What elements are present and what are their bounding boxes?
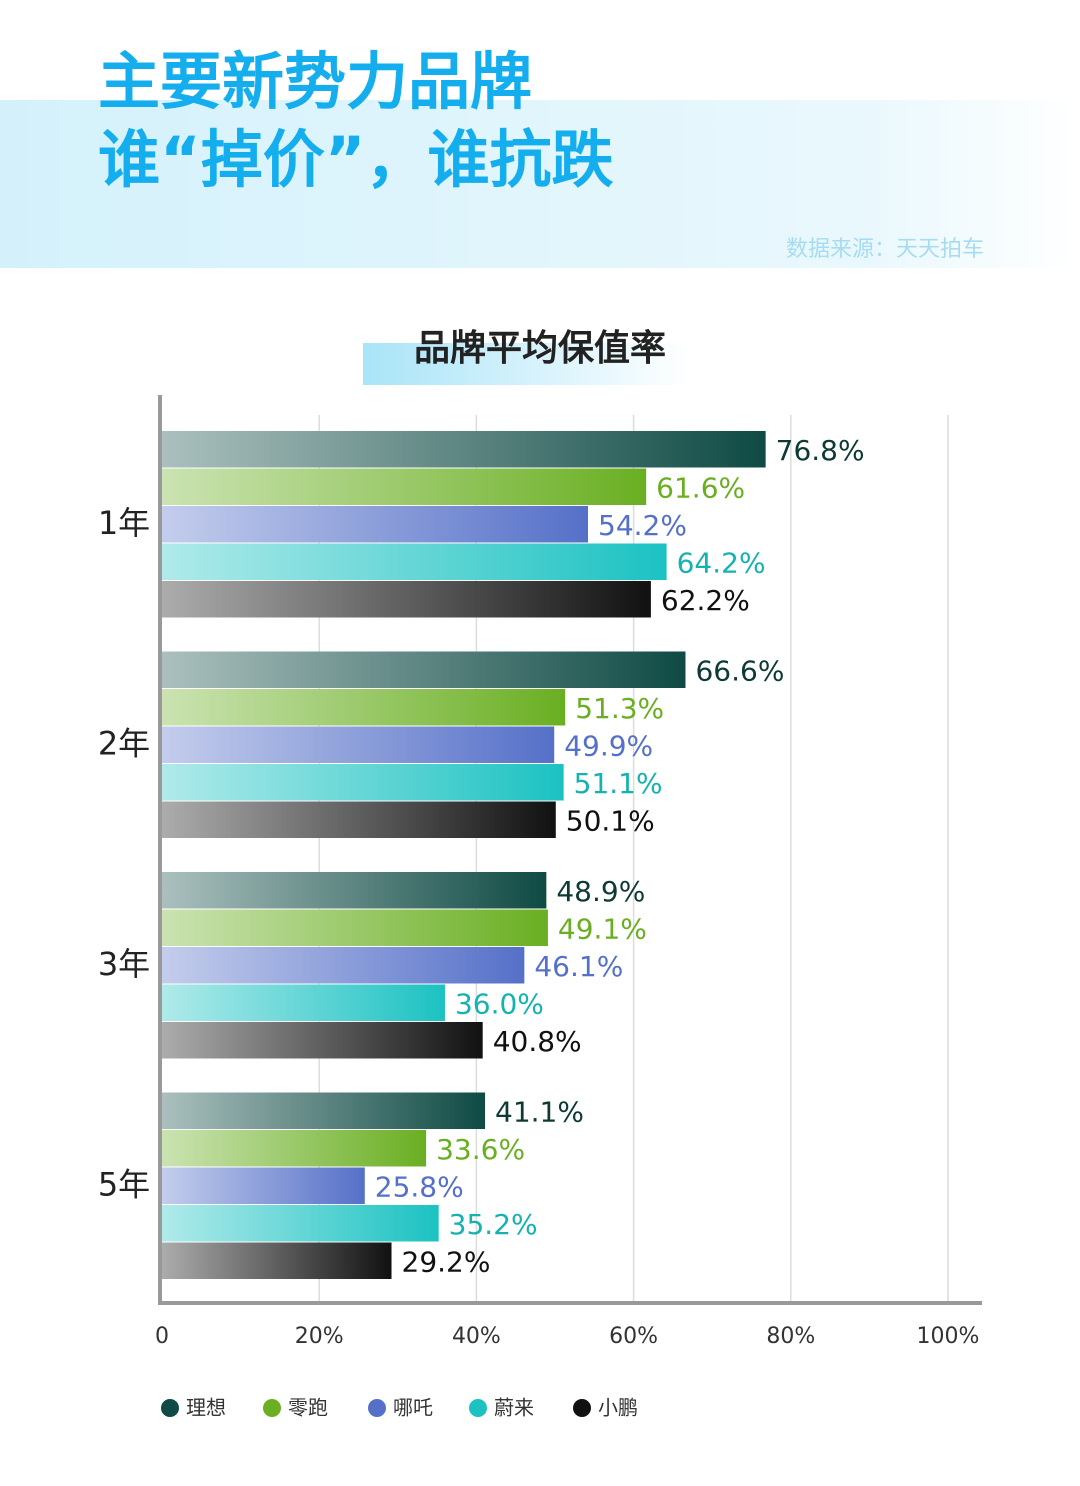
bar bbox=[162, 947, 525, 984]
x-tick-label: 100% bbox=[917, 1324, 980, 1349]
bar bbox=[162, 984, 445, 1021]
x-tick-label: 80% bbox=[766, 1324, 815, 1349]
y-tick-label: 3年 bbox=[98, 945, 150, 983]
legend-label: 哪吒 bbox=[393, 1396, 433, 1420]
title: 谁“掉价”，谁抗跌 bbox=[98, 123, 614, 196]
bar bbox=[162, 872, 547, 909]
value-label: 49.1% bbox=[558, 912, 647, 945]
legend-marker bbox=[161, 1399, 179, 1417]
value-label: 51.1% bbox=[574, 767, 663, 800]
value-label: 54.2% bbox=[598, 509, 687, 542]
y-tick-label: 1年 bbox=[98, 504, 150, 542]
bar bbox=[162, 1092, 486, 1129]
title-highlight bbox=[363, 343, 690, 385]
value-label: 29.2% bbox=[402, 1245, 491, 1278]
bar bbox=[162, 431, 766, 468]
value-label: 76.8% bbox=[776, 434, 865, 467]
value-label: 51.3% bbox=[575, 692, 664, 725]
value-label: 64.2% bbox=[677, 546, 766, 579]
legend-label: 小鹏 bbox=[598, 1396, 638, 1420]
bar bbox=[162, 1205, 439, 1242]
chart-title: 品牌平均保值率 bbox=[414, 328, 666, 369]
bar bbox=[162, 506, 589, 543]
value-label: 48.9% bbox=[556, 875, 645, 908]
bar bbox=[162, 801, 556, 838]
bar bbox=[162, 581, 651, 618]
x-tick-label: 0 bbox=[155, 1324, 169, 1349]
title: 主要新势力品牌 bbox=[98, 45, 532, 118]
value-label: 36.0% bbox=[455, 987, 544, 1020]
bar bbox=[162, 1130, 427, 1167]
value-label: 40.8% bbox=[493, 1025, 582, 1058]
legend-marker bbox=[573, 1399, 591, 1417]
value-label: 62.2% bbox=[661, 584, 750, 617]
value-label: 66.6% bbox=[695, 654, 784, 687]
legend-label: 蔚来 bbox=[494, 1396, 534, 1420]
value-label: 35.2% bbox=[449, 1208, 538, 1241]
legend-marker bbox=[263, 1399, 281, 1417]
source: 数据来源：天天拍车 bbox=[786, 237, 984, 262]
bar bbox=[162, 651, 686, 688]
bar bbox=[162, 726, 555, 763]
bar bbox=[162, 543, 667, 580]
value-label: 41.1% bbox=[495, 1095, 584, 1128]
value-label: 33.6% bbox=[436, 1133, 525, 1166]
bar bbox=[162, 1167, 365, 1204]
value-label: 25.8% bbox=[375, 1170, 464, 1203]
value-label: 49.9% bbox=[564, 729, 653, 762]
bar bbox=[162, 1242, 392, 1279]
x-tick-label: 40% bbox=[452, 1324, 501, 1349]
x-tick-label: 20% bbox=[295, 1324, 344, 1349]
value-label: 61.6% bbox=[656, 471, 745, 504]
value-label: 50.1% bbox=[566, 804, 655, 837]
bar bbox=[162, 468, 647, 505]
legend-label: 理想 bbox=[186, 1396, 226, 1420]
title-band bbox=[0, 100, 1080, 268]
legend-marker bbox=[469, 1399, 487, 1417]
legend-marker bbox=[368, 1399, 386, 1417]
y-tick-label: 2年 bbox=[98, 724, 150, 762]
bar bbox=[162, 909, 548, 946]
bar bbox=[162, 1022, 483, 1059]
x-tick-label: 60% bbox=[609, 1324, 658, 1349]
bar bbox=[162, 689, 566, 726]
legend-label: 零跑 bbox=[288, 1396, 328, 1420]
bar bbox=[162, 764, 564, 801]
value-label: 46.1% bbox=[534, 950, 623, 983]
y-tick-label: 5年 bbox=[98, 1165, 150, 1203]
